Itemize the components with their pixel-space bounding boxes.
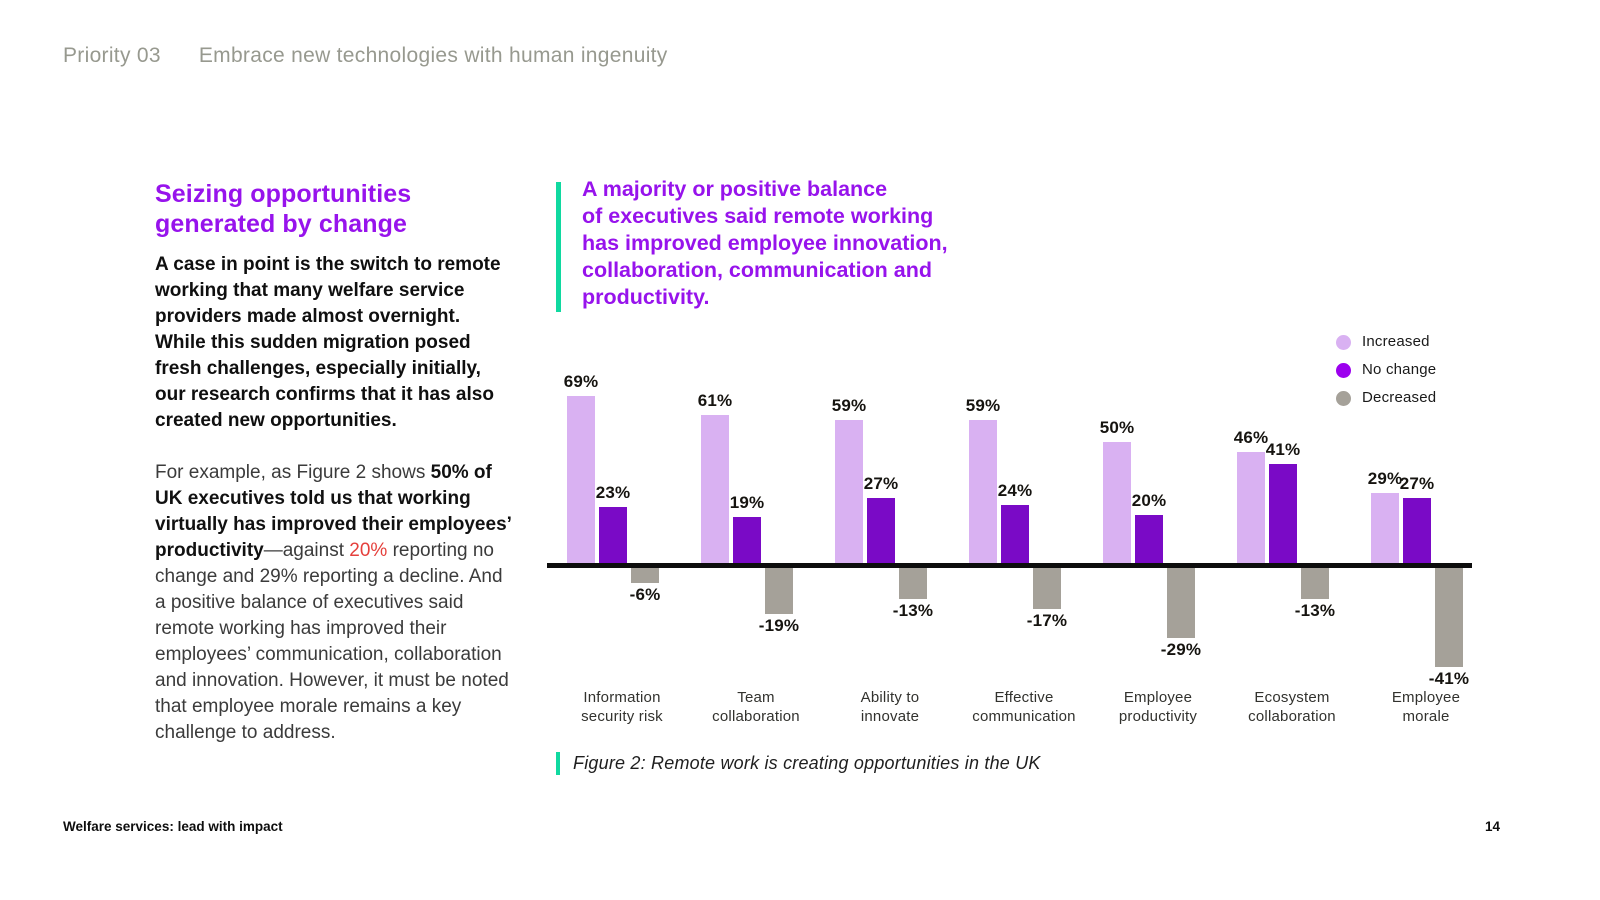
page-header: Priority 03 Embrace new technologies with… [63, 44, 668, 68]
chart-legend: Increased No change Decreased [1336, 333, 1436, 417]
bar-value-label: 61% [697, 391, 733, 410]
bar-decreased [899, 568, 927, 599]
bar-value-label: 23% [595, 483, 631, 502]
callout-accent-bar [556, 182, 561, 312]
legend-item-no-change: No change [1336, 361, 1436, 389]
bar-value-label: -17% [1026, 611, 1068, 630]
bar-value-label: -6% [629, 585, 661, 604]
bar-no-change [733, 517, 761, 563]
bar-decreased [765, 568, 793, 614]
category-label: Ecosystem collaboration [1248, 689, 1336, 725]
category-label: Ability to innovate [860, 689, 920, 725]
bar-no-change [599, 507, 627, 563]
bar-increased [969, 420, 997, 563]
legend-dot [1336, 335, 1351, 350]
bar-value-label: -13% [1294, 601, 1336, 620]
intro-paragraph: A case in point is the switch to remote … [155, 254, 501, 431]
bar-value-label: 41% [1265, 440, 1301, 459]
bar-value-label: -29% [1160, 640, 1202, 659]
chart-baseline-axis [547, 563, 1472, 568]
bar-no-change [1001, 505, 1029, 563]
bar-increased [567, 396, 595, 563]
legend-label: Increased [1362, 333, 1430, 350]
legend-label: Decreased [1362, 389, 1437, 406]
category-label: Effective communication [972, 689, 1076, 725]
bar-decreased [1301, 568, 1329, 599]
figure-caption: Figure 2: Remote work is creating opport… [573, 753, 1041, 773]
bar-value-label: 50% [1099, 418, 1135, 437]
bar-decreased [1435, 568, 1463, 667]
bar-no-change [867, 498, 895, 563]
bar-value-label: 20% [1131, 491, 1167, 510]
bar-value-label: 59% [965, 396, 1001, 415]
bar-value-label: 29% [1367, 469, 1403, 488]
legend-label: No change [1362, 361, 1437, 378]
bar-no-change [1269, 464, 1297, 563]
bar-value-label: -19% [758, 616, 800, 635]
bar-value-label: 24% [997, 481, 1033, 500]
bar-chart: Increased No change Decreased 69% 23% -6% Inf… [547, 330, 1472, 790]
footer-title: Welfare services: lead with impact [63, 819, 283, 834]
page-number: 14 [1484, 819, 1500, 834]
legend-item-decreased: Decreased [1336, 389, 1436, 417]
priority-label: Priority 03 [63, 44, 161, 67]
category-label: Employee productivity [1118, 689, 1198, 725]
legend-dot [1336, 391, 1351, 406]
bar-increased [1371, 493, 1399, 563]
left-column: Seizing opportunities generated by chang… [155, 179, 511, 746]
body-red-stat: 20% [349, 540, 388, 561]
bar-increased [1103, 442, 1131, 563]
bar-no-change [1135, 515, 1163, 563]
caption-accent-bar [556, 752, 560, 775]
bar-value-label: 19% [729, 493, 765, 512]
bar-value-label: 59% [831, 396, 867, 415]
bar-decreased [1033, 568, 1061, 609]
category-label: Information security risk [581, 689, 663, 725]
bar-decreased [631, 568, 659, 583]
body-text-2: —against [263, 540, 350, 561]
bar-value-label: -41% [1428, 669, 1470, 688]
bar-decreased [1167, 568, 1195, 638]
bar-increased [835, 420, 863, 563]
body-text-1: For example, as Figure 2 shows [155, 462, 431, 483]
legend-dot [1336, 363, 1351, 378]
body-paragraph: For example, as Figure 2 shows 50% of UK… [155, 460, 511, 746]
bar-increased [1237, 452, 1265, 563]
bar-value-label: 27% [1399, 474, 1435, 493]
bar-no-change [1403, 498, 1431, 563]
callout-headline: A majority or positive balance of execut… [582, 177, 948, 309]
bar-increased [701, 415, 729, 563]
bar-value-label: 27% [863, 474, 899, 493]
bar-value-label: -13% [892, 601, 934, 620]
bar-value-label: 46% [1233, 428, 1269, 447]
section-heading: Seizing opportunities generated by chang… [155, 180, 412, 238]
category-label: Employee morale [1391, 689, 1461, 725]
body-bold-stat: 50% of UK executives told us that workin… [155, 462, 511, 561]
body-text-3: reporting no change and 29% reporting a … [155, 540, 509, 743]
legend-item-increased: Increased [1336, 333, 1436, 361]
bar-value-label: 69% [563, 372, 599, 391]
category-label: Team collaboration [712, 689, 800, 725]
page-title: Embrace new technologies with human inge… [198, 44, 668, 67]
